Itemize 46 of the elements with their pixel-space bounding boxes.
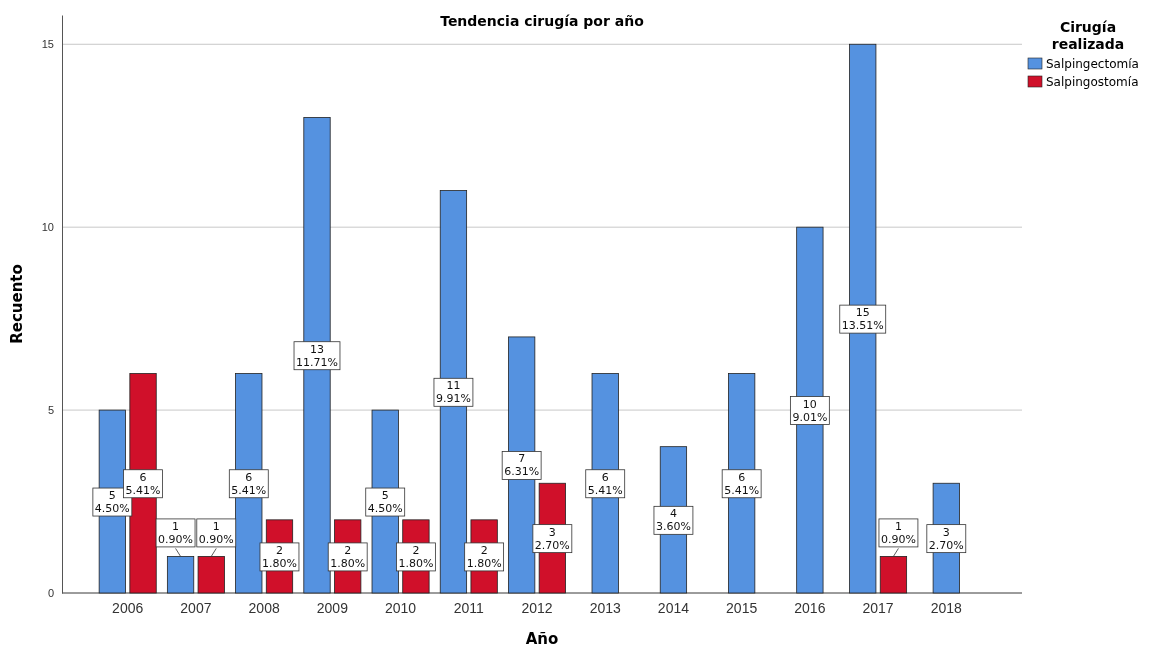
x-tick-label: 2018 [930, 599, 963, 616]
data-label: 10 9.01% [792, 397, 828, 424]
data-label: 1 0.90% [158, 519, 194, 546]
x-tick-label: 2014 [657, 599, 690, 616]
y-tick-label: 5 [47, 404, 54, 417]
x-tick-label: 2006 [112, 599, 144, 616]
x-tick-label: 2017 [862, 599, 894, 616]
x-axis-title: Año [525, 630, 559, 648]
data-label: 2 1.80% [466, 543, 502, 570]
x-tick-label: 2009 [316, 599, 349, 616]
data-label: 3 2.70% [534, 525, 570, 552]
legend-label: Salpingectomía [1046, 57, 1139, 71]
data-label: 6 5.41% [231, 470, 267, 497]
data-label: 6 5.41% [125, 470, 161, 497]
data-label: 6 5.41% [724, 470, 760, 497]
data-label: 4 3.60% [655, 507, 691, 534]
data-label: 5 4.50% [367, 489, 403, 516]
x-tick-label: 2016 [794, 599, 826, 616]
data-label: 2 1.80% [330, 543, 366, 570]
data-label: 3 2.70% [928, 525, 964, 552]
legend-label: Salpingostomía [1046, 75, 1139, 89]
x-tick-label: 2013 [589, 599, 621, 616]
x-tick-label: 2008 [248, 599, 280, 616]
data-label: 15 13.51% [841, 306, 884, 333]
y-tick-label: 10 [41, 221, 54, 234]
data-label: 7 6.31% [504, 452, 540, 479]
chart-title: Tendencia cirugía por año [440, 13, 645, 29]
data-label: 2 1.80% [398, 543, 434, 570]
bar [166, 556, 195, 594]
x-tick-label: 2012 [521, 599, 553, 616]
y-tick-label: 0 [47, 587, 54, 600]
x-tick-label: 2007 [180, 599, 212, 616]
data-label: 2 1.80% [262, 543, 297, 570]
data-label: 6 5.41% [587, 470, 623, 497]
data-label: 1 0.90% [198, 519, 234, 546]
y-axis-title: Recuento [8, 264, 26, 344]
data-label: 11 9.91% [435, 379, 471, 406]
data-label: 1 0.90% [880, 519, 916, 546]
x-tick-label: 2015 [726, 599, 758, 616]
data-label: 13 11.71% [296, 342, 338, 369]
bar [879, 556, 908, 594]
y-tick-label: 15 [41, 38, 54, 51]
x-tick-label: 2010 [384, 599, 417, 616]
bar [197, 556, 225, 594]
x-tick-label: 2011 [453, 599, 485, 616]
legend-title: Cirugía realizada [1051, 19, 1125, 52]
